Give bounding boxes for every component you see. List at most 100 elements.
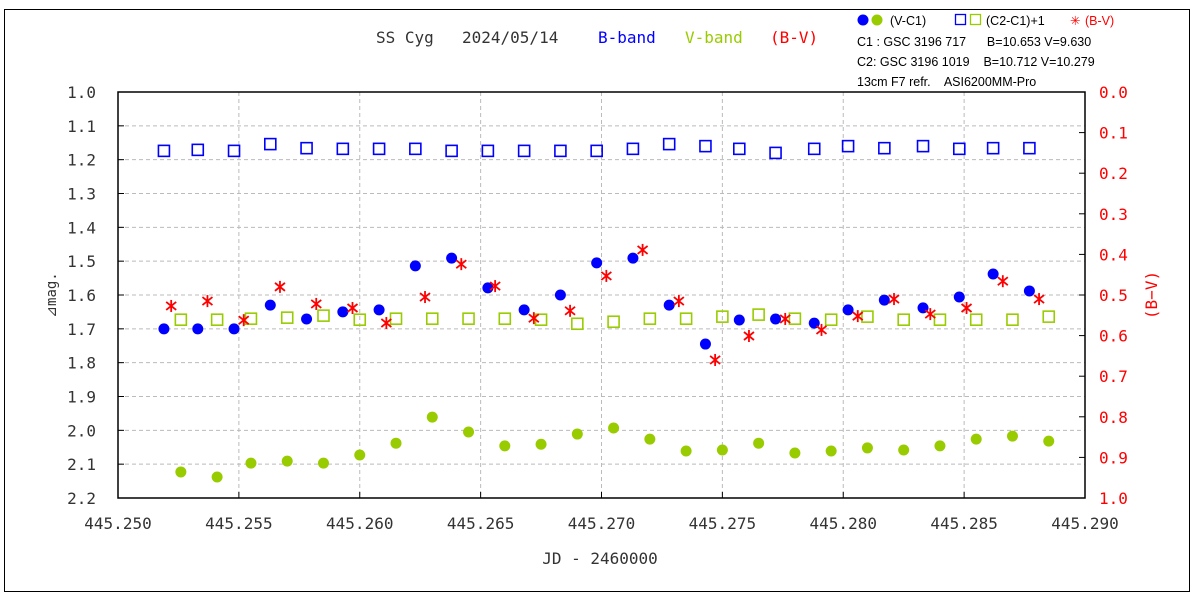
- green-dot-point: [499, 440, 511, 452]
- blue-square-point: [807, 142, 821, 156]
- y-tick-label: 1.4: [67, 218, 96, 237]
- green-dot-point: [644, 433, 656, 445]
- y-axis-label: ⊿mag.: [44, 272, 60, 317]
- bv-asterisk-point: [888, 293, 900, 306]
- bv-asterisk-point: [997, 275, 1009, 288]
- outer-frame: [4, 9, 1190, 592]
- blue-square-point: [227, 144, 241, 158]
- green-dot-point: [898, 444, 910, 456]
- green-dot-point: [354, 449, 366, 461]
- blue-dot-point: [264, 299, 276, 311]
- y2-tick-label: 0.5: [1099, 286, 1128, 305]
- green-square-point: [752, 308, 765, 321]
- green-dot-point: [825, 445, 837, 457]
- grid: [118, 92, 1085, 498]
- title-date: 2024/05/14: [462, 28, 558, 47]
- blue-square-point: [445, 144, 458, 158]
- bv-asterisk-point: [815, 323, 828, 336]
- x-axis-label: JD - 2460000: [542, 549, 658, 568]
- title-b-band: B-band: [598, 28, 656, 47]
- bv-asterisk-point: [743, 330, 755, 343]
- bv-asterisk-point: [310, 297, 322, 310]
- green-dot-point: [211, 471, 223, 483]
- green-square-point: [607, 315, 620, 329]
- green-square-point: [317, 309, 330, 322]
- bv-asterisk-point: [346, 301, 359, 314]
- y2-tick-label: 0.9: [1099, 448, 1128, 467]
- blue-dot-point: [373, 304, 385, 316]
- y-tick-label: 1.8: [67, 354, 96, 373]
- data-marks: [157, 137, 1056, 483]
- green-dot-point: [317, 457, 329, 469]
- legend-bv: (B-V): [1085, 14, 1114, 28]
- blue-square-point: [732, 142, 746, 156]
- blue-dot-point: [842, 304, 854, 316]
- bv-asterisk-point: [1033, 293, 1045, 306]
- y-tick-label: 1.6: [67, 286, 96, 305]
- bv-asterisk-point: [455, 258, 467, 271]
- bv-asterisk-point: [709, 353, 721, 366]
- blue-square-point: [481, 144, 495, 158]
- legend-c2c1: (C2-C1)+1: [986, 14, 1045, 28]
- green-dot-point: [390, 437, 402, 449]
- green-square-point: [462, 312, 475, 325]
- x-tick-label: 445.280: [810, 514, 877, 533]
- x-tick-label: 445.285: [930, 514, 997, 533]
- blue-square-point: [409, 142, 422, 156]
- y2-tick-label: 0.2: [1099, 164, 1128, 183]
- blue-square-point: [626, 142, 640, 156]
- title-v-band: V-band: [685, 28, 743, 47]
- blue-dot-point: [158, 323, 170, 335]
- chart-title: SS Cyg 2024/05/14 B-band V-band (B-V): [376, 28, 818, 47]
- y2-tick-label: 0.1: [1099, 124, 1128, 143]
- y2-tick-label: 0.3: [1099, 205, 1128, 224]
- legend-green-dot-icon: [871, 14, 883, 26]
- blue-dot-point: [192, 323, 204, 335]
- green-dot-point: [535, 438, 547, 450]
- bv-asterisk-point: [201, 295, 214, 308]
- bv-asterisk-point: [960, 301, 973, 314]
- green-dot-point: [861, 442, 873, 454]
- blue-dot-point: [733, 314, 745, 326]
- green-square-point: [425, 312, 439, 325]
- green-dot-point: [245, 457, 257, 469]
- green-square-point: [969, 313, 983, 326]
- green-dot-point: [934, 440, 946, 452]
- green-square-point: [498, 312, 512, 325]
- blue-dot-point: [409, 260, 421, 272]
- bv-asterisk-point: [238, 314, 250, 327]
- blue-square-point: [769, 146, 782, 160]
- blue-square-point: [372, 142, 386, 156]
- blue-dot-point: [301, 313, 313, 325]
- bv-asterisk-point: [779, 312, 791, 325]
- legend-vc1: (V-C1): [890, 14, 926, 28]
- green-square-point: [210, 313, 224, 326]
- blue-square-point: [916, 139, 930, 153]
- green-square-point: [679, 312, 693, 325]
- green-dot-point: [680, 445, 692, 457]
- bv-asterisk-point: [637, 243, 649, 256]
- bv-asterisk-point: [489, 280, 501, 293]
- blue-square-point: [157, 144, 171, 158]
- green-square-point: [788, 312, 802, 325]
- green-dot-point: [571, 428, 583, 440]
- blue-square-point: [841, 139, 855, 153]
- blue-square-point: [264, 137, 277, 151]
- title-object: SS Cyg: [376, 28, 434, 47]
- blue-square-point: [878, 141, 891, 155]
- blue-dot-point: [878, 294, 890, 306]
- green-square-point: [643, 312, 657, 325]
- legend-green-square-icon: [969, 13, 982, 26]
- blue-dot-point: [1023, 285, 1035, 297]
- x-tick-label: 445.270: [568, 514, 635, 533]
- legend-blue-square-icon: [954, 13, 967, 26]
- legend-c2: C2: GSC 3196 1019 B=10.712 V=10.279: [857, 55, 1095, 69]
- green-dot-point: [1006, 430, 1018, 442]
- green-square-point: [1042, 310, 1056, 323]
- legend-asterisk-icon: ✳: [1070, 14, 1081, 28]
- green-dot-point: [426, 411, 438, 423]
- y2-tick-label: 0.8: [1099, 408, 1128, 427]
- blue-dot-point: [699, 338, 711, 350]
- blue-square-point: [590, 144, 603, 158]
